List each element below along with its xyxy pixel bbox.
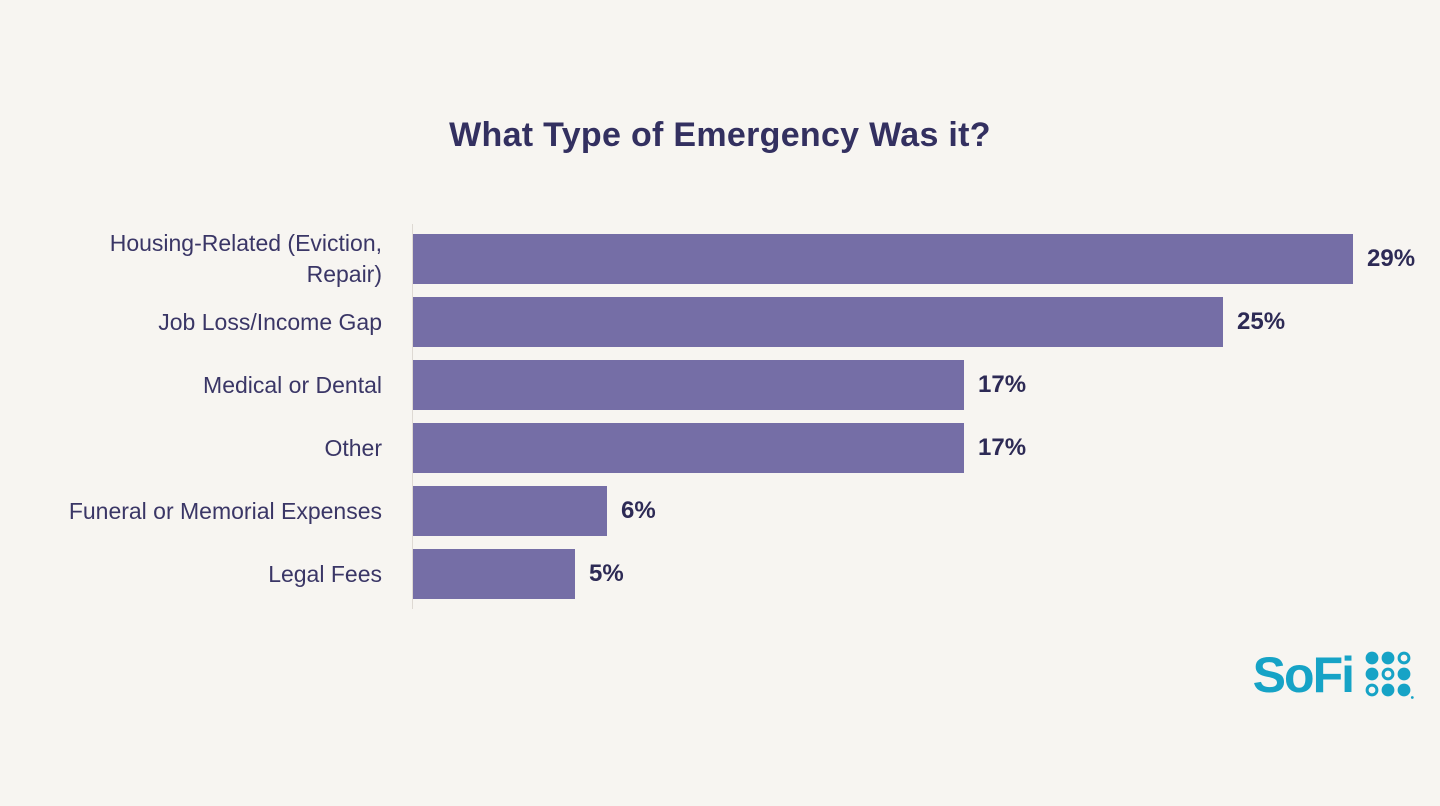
chart-row: Legal Fees 5% (0, 549, 1440, 599)
bar-wrap: 25% (413, 297, 1285, 347)
category-label: Job Loss/Income Gap (158, 308, 382, 335)
bar (413, 297, 1223, 347)
chart-row: Housing-Related (Eviction, Repair) 29% (0, 230, 1440, 287)
bar (413, 234, 1353, 284)
bar-wrap: 17% (413, 423, 1026, 473)
category-label: Funeral or Memorial Expenses (68, 497, 382, 524)
sofi-wordmark: SoFi (1252, 647, 1355, 703)
value-label: 5% (589, 560, 624, 587)
y-axis-line (412, 224, 413, 609)
bar (413, 486, 607, 536)
bar-wrap: 17% (413, 360, 1026, 410)
category-label: Housing-Related (Eviction, Repair) (109, 230, 382, 287)
bar-chart: Housing-Related (Eviction, Repair) 29% Job… (0, 224, 1440, 609)
chart-rows: Housing-Related (Eviction, Repair) 29% Job… (0, 230, 1440, 599)
category-label: Medical or Dental (203, 371, 382, 398)
bar-wrap: 5% (413, 549, 624, 599)
bar (413, 360, 964, 410)
bar-wrap: 29% (413, 234, 1415, 284)
category-label: Other (324, 434, 382, 461)
chart-title: What Type of Emergency Was it? (449, 116, 991, 154)
chart-row: Medical or Dental 17% (0, 360, 1440, 410)
chart-row: Job Loss/Income Gap 25% (0, 297, 1440, 347)
bar-wrap: 6% (413, 486, 656, 536)
value-label: 6% (621, 497, 656, 524)
value-label: 17% (978, 434, 1027, 461)
value-label: 25% (1237, 308, 1286, 335)
value-label: 29% (1367, 245, 1416, 272)
bar (413, 549, 575, 599)
sofi-logo: SoFi (1253, 650, 1414, 700)
value-label: 17% (978, 371, 1027, 398)
chart-row: Other 17% (0, 423, 1440, 473)
bar (413, 423, 964, 473)
category-label: Legal Fees (268, 560, 382, 587)
chart-row: Funeral or Memorial Expenses 6% (0, 486, 1440, 536)
sofi-dot-grid-icon (1365, 651, 1414, 699)
